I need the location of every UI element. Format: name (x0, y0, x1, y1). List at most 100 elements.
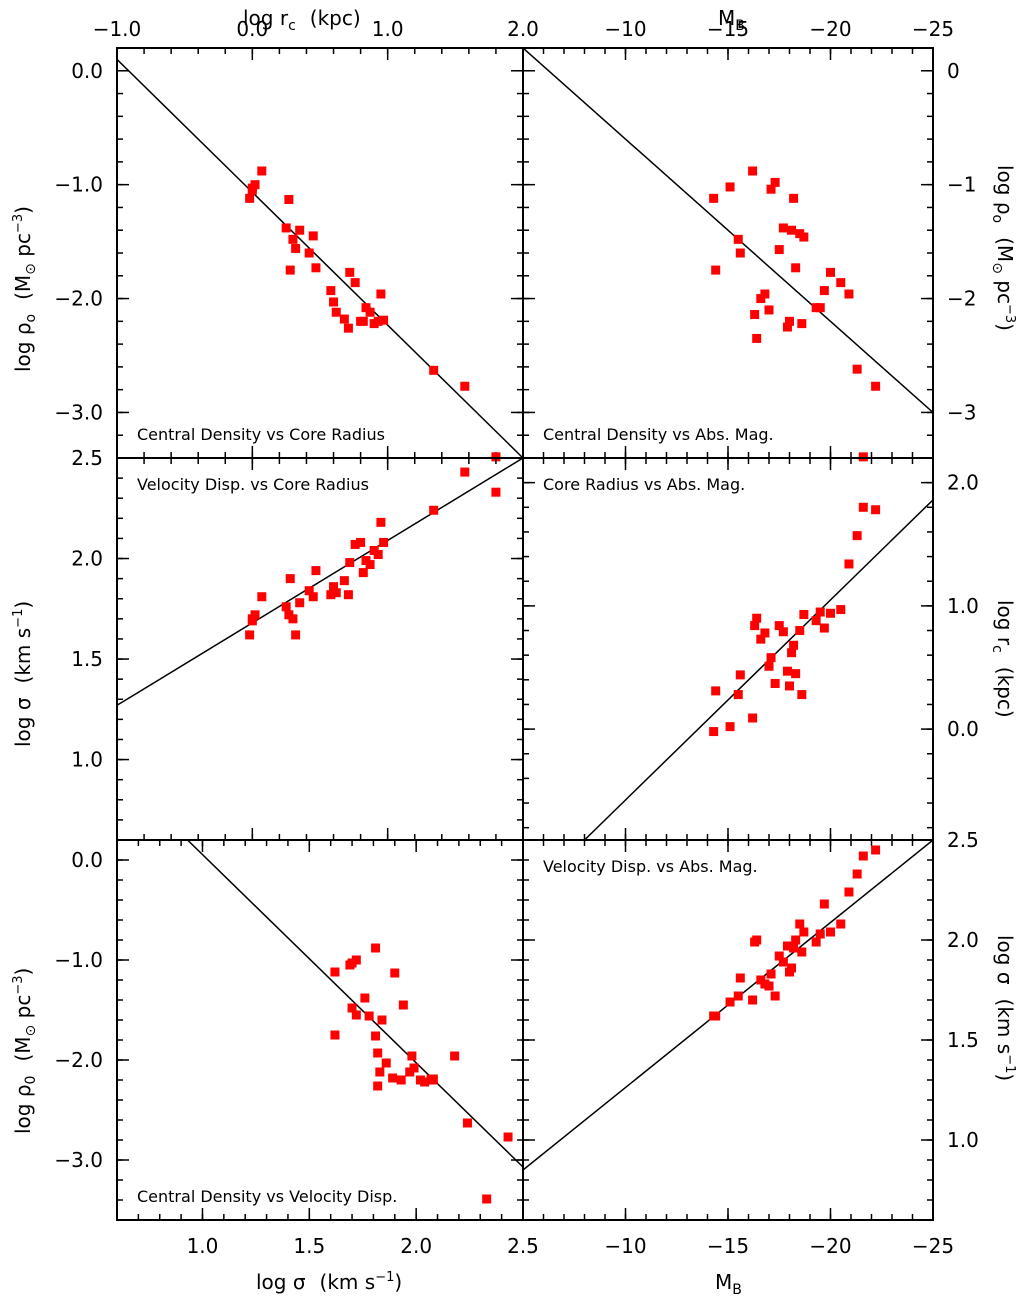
data-point (725, 722, 735, 732)
data-point (785, 681, 794, 691)
data-point (284, 194, 294, 204)
data-point (329, 297, 339, 307)
data-point (376, 289, 386, 299)
data-point (460, 467, 470, 477)
data-point (836, 919, 846, 929)
data-point (871, 845, 881, 855)
left-bot-axis-label: log ρ0(M⊙ pc−3) (11, 968, 39, 1134)
data-point (345, 558, 355, 568)
data-point (709, 727, 719, 737)
right-top-axis-label: log ρo(M⊙ pc−3) (989, 165, 1017, 331)
data-point (281, 223, 291, 233)
data-point (308, 231, 318, 241)
y-tick-label: 2.0 (71, 547, 103, 571)
data-point (770, 991, 780, 1001)
data-point (764, 981, 774, 991)
data-point (733, 991, 743, 1001)
data-point (250, 180, 260, 190)
data-point (491, 452, 501, 462)
data-point (778, 957, 788, 967)
data-point (748, 166, 758, 176)
x-tick-label: −20 (809, 17, 851, 41)
y-tick-label: 1.0 (71, 748, 103, 772)
data-point (774, 951, 784, 961)
fit-line (117, 458, 523, 706)
data-point (797, 690, 807, 700)
data-point (799, 927, 809, 937)
data-point (785, 967, 794, 977)
data-point (371, 943, 381, 953)
data-point (358, 568, 368, 578)
top-right-axis-label: MB (718, 6, 745, 34)
data-point (858, 502, 868, 512)
x-tick-label: 2.0 (400, 1234, 432, 1258)
data-point (257, 166, 267, 176)
data-point (491, 487, 501, 497)
data-point (858, 851, 868, 861)
data-point (836, 278, 846, 288)
data-point (756, 294, 766, 304)
data-point (836, 605, 846, 615)
x-tick-label: −15 (707, 17, 749, 41)
data-point (245, 630, 255, 640)
data-point (371, 1031, 381, 1041)
fit-line (523, 48, 933, 414)
data-point (733, 690, 743, 700)
data-point (782, 666, 792, 676)
data-point (871, 505, 881, 515)
data-point (281, 602, 291, 612)
data-point (373, 316, 383, 326)
data-point (343, 590, 353, 600)
data-point (351, 955, 361, 965)
x-tick-label: −1.0 (93, 17, 142, 41)
bottom-right-axis-label: MB (715, 1270, 742, 1298)
data-point (785, 316, 794, 326)
data-point (373, 1048, 383, 1058)
data-point (725, 182, 735, 192)
data-point (460, 381, 470, 391)
data-point (375, 1067, 385, 1077)
data-point (815, 929, 825, 939)
data-point (711, 1011, 721, 1021)
data-point (815, 607, 825, 617)
panel-title: Central Density vs Velocity Disp. (137, 1187, 397, 1206)
data-point (852, 364, 862, 374)
y-tick-label: 0 (947, 59, 960, 83)
panel-frame (522, 839, 934, 1221)
data-point (748, 995, 758, 1005)
data-point (285, 574, 295, 584)
data-point (390, 968, 400, 978)
panel-title: Core Radius vs Abs. Mag. (543, 475, 745, 494)
x-tick-label: −15 (707, 1234, 749, 1258)
y-tick-label: 1.0 (947, 1128, 979, 1152)
data-point (844, 887, 854, 897)
data-point (365, 307, 375, 317)
data-point (782, 941, 792, 951)
data-point (752, 935, 762, 945)
data-point (304, 586, 314, 596)
data-point (295, 225, 305, 235)
bottom-left-axis-label: log σ (km s−1) (256, 1270, 402, 1294)
panel-frame (116, 457, 524, 841)
x-tick-label: 1.5 (293, 1234, 325, 1258)
y-tick-label: 1.5 (71, 647, 103, 671)
data-point (407, 1051, 417, 1061)
data-point (326, 286, 336, 296)
data-point (304, 248, 314, 258)
data-point (787, 225, 797, 235)
data-point (791, 263, 801, 273)
data-point (760, 289, 770, 299)
data-point (735, 248, 745, 258)
data-point (291, 243, 301, 253)
data-point (764, 305, 774, 315)
y-tick-label: 2.0 (947, 928, 979, 952)
y-tick-label: −1.0 (54, 173, 103, 197)
data-point (503, 1132, 513, 1142)
data-point (398, 1000, 408, 1010)
fit-line (583, 499, 933, 840)
data-point (405, 1067, 415, 1077)
data-point (760, 628, 770, 638)
data-point (826, 267, 835, 277)
data-point (799, 232, 809, 242)
data-point (450, 1051, 460, 1061)
